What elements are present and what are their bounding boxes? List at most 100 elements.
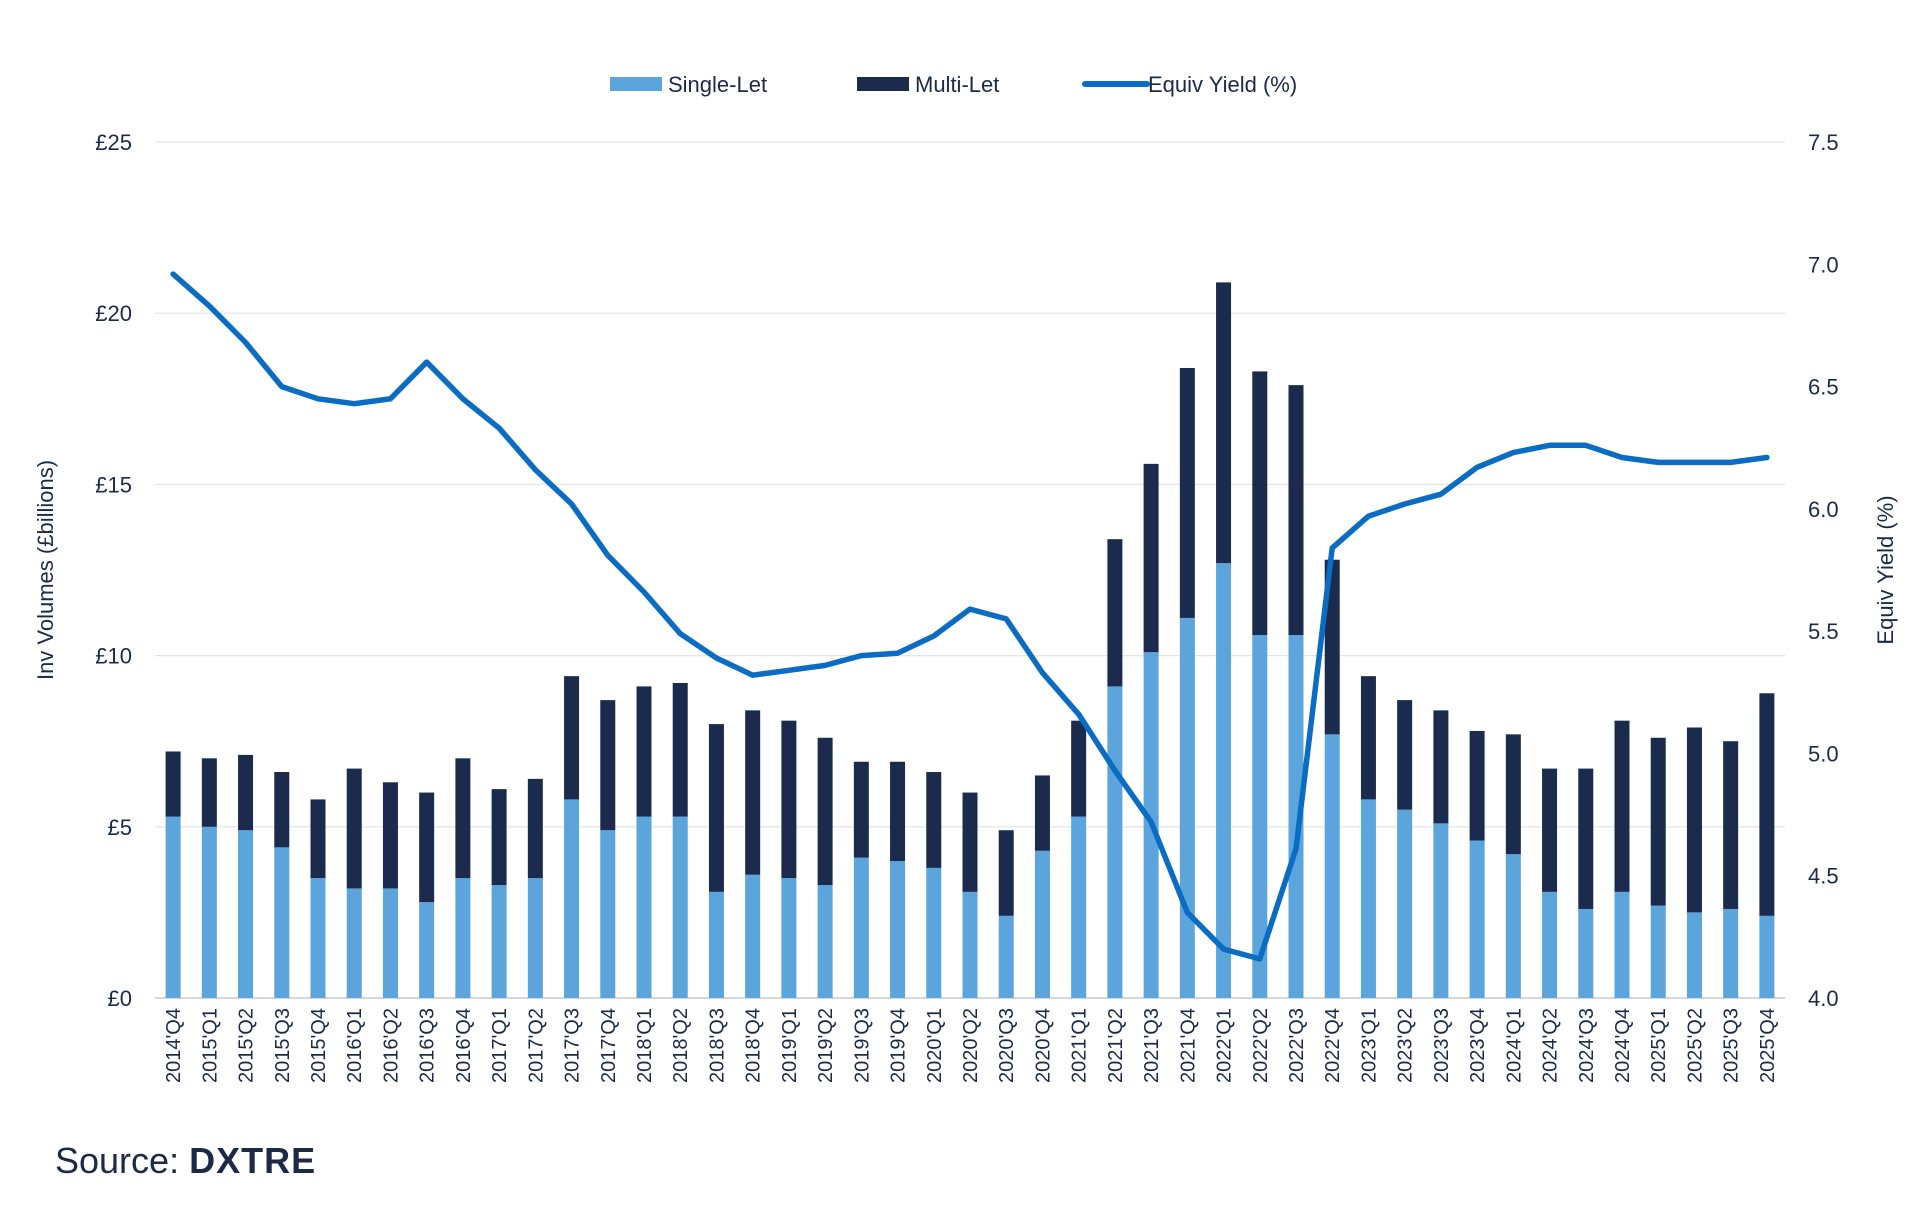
source-credit: Source: DXTRE [55, 1140, 316, 1182]
bar-multi-let [201, 758, 217, 827]
bar-single-let [998, 915, 1014, 998]
bar-single-let [1397, 809, 1413, 998]
legend-equiv-yield-label: Equiv Yield (%) [1148, 72, 1297, 97]
x-tick-label: 2021'Q4 [1177, 1008, 1199, 1083]
x-tick-label: 2025'Q4 [1757, 1008, 1779, 1083]
bar-multi-let [1433, 710, 1449, 824]
bar-multi-let [491, 789, 507, 886]
bar-multi-let [419, 792, 435, 903]
bar-single-let [165, 816, 181, 998]
y-right-tick-label: 4.0 [1808, 986, 1839, 1011]
series-line-equiv-yield [170, 271, 1770, 962]
x-tick-label: 2023'Q2 [1395, 1008, 1417, 1083]
y-tick-label: £20 [95, 301, 132, 326]
bar-multi-let [165, 751, 181, 817]
bar-single-let [745, 874, 761, 998]
bar-single-let [527, 878, 543, 998]
bar-multi-let [1324, 559, 1340, 735]
bar-multi-let [890, 761, 906, 862]
y-tick-label: £15 [95, 472, 132, 497]
bar-single-let [238, 830, 254, 998]
bar-single-let [1107, 686, 1123, 998]
y-tick-label: £0 [108, 986, 132, 1011]
x-tick-label: 2019'Q3 [851, 1008, 873, 1083]
bar-single-let [564, 799, 580, 998]
bar-multi-let [455, 758, 471, 879]
bar-multi-let [527, 778, 543, 879]
x-tick-label: 2017'Q1 [489, 1008, 511, 1083]
bar-multi-let [1759, 693, 1775, 916]
bar-multi-let [1723, 741, 1739, 909]
bar-single-let [382, 888, 398, 998]
bar-multi-let [1650, 737, 1666, 906]
bar-multi-let [564, 676, 580, 800]
x-tick-label: 2020'Q3 [996, 1008, 1018, 1083]
y-right-tick-label: 6.0 [1808, 497, 1839, 522]
x-tick-label: 2025'Q3 [1721, 1008, 1743, 1083]
bar-multi-let [310, 799, 326, 879]
bar-single-let [890, 861, 906, 998]
x-tick-label: 2021'Q1 [1069, 1008, 1091, 1083]
legend-multi-let-swatch [857, 77, 909, 91]
bar-single-let [1723, 908, 1739, 998]
x-tick-label: 2022'Q1 [1214, 1008, 1236, 1083]
x-tick-label: 2023'Q1 [1358, 1008, 1380, 1083]
bar-single-let [1469, 840, 1485, 998]
bar-single-let [1288, 635, 1304, 998]
bar-single-let [672, 816, 688, 998]
bar-single-let [455, 878, 471, 998]
bar-multi-let [274, 772, 290, 848]
bar-multi-let [1179, 367, 1195, 618]
x-tick-label: 2024'Q4 [1612, 1008, 1634, 1083]
x-tick-label: 2021'Q3 [1141, 1008, 1163, 1083]
bar-single-let [1324, 734, 1340, 998]
y-right-tick-label: 6.5 [1808, 375, 1839, 400]
bar-multi-let [1071, 720, 1087, 817]
y-tick-label: £10 [95, 644, 132, 669]
bar-single-let [1360, 799, 1376, 998]
bar-multi-let [1360, 676, 1376, 800]
bar-multi-let [636, 686, 652, 817]
bar-multi-let [1505, 734, 1521, 855]
bar-multi-let [708, 724, 724, 892]
x-tick-label: 2024'Q2 [1540, 1008, 1562, 1083]
bar-single-let [1542, 891, 1558, 998]
y-right-axis-title: Equiv Yield (%) [1873, 495, 1898, 644]
bar-multi-let [781, 720, 797, 879]
bar-multi-let [1143, 463, 1159, 653]
x-tick-label: 2016'Q1 [344, 1008, 366, 1083]
y-tick-label: £5 [108, 815, 132, 840]
bars [165, 282, 1775, 998]
bar-multi-let [817, 737, 833, 886]
x-tick-label: 2016'Q3 [417, 1008, 439, 1083]
x-tick-label: 2019'Q2 [815, 1008, 837, 1083]
x-tick-label: 2025'Q1 [1648, 1008, 1670, 1083]
bar-single-let [1216, 563, 1232, 998]
x-tick-label: 2021'Q2 [1105, 1008, 1127, 1083]
bar-single-let [310, 878, 326, 998]
bar-single-let [491, 885, 507, 998]
x-tick-label: 2022'Q2 [1250, 1008, 1272, 1083]
bar-single-let [600, 830, 616, 998]
bar-single-let [1578, 908, 1594, 998]
bar-multi-let [926, 772, 942, 868]
y-axis-title: Inv Volumes (£billions) [33, 460, 58, 680]
x-tick-label: 2024'Q1 [1503, 1008, 1525, 1083]
bar-multi-let [238, 754, 254, 831]
bar-multi-let [600, 700, 616, 831]
bar-multi-let [745, 710, 761, 875]
bar-multi-let [1578, 768, 1594, 909]
legend-multi-let-label: Multi-Let [915, 72, 999, 97]
x-tick-label: 2018'Q4 [743, 1008, 765, 1083]
bar-single-let [346, 888, 362, 998]
bar-multi-let [998, 830, 1014, 916]
bar-multi-let [1614, 720, 1630, 892]
bar-single-let [781, 878, 797, 998]
x-tick-label: 2017'Q2 [525, 1008, 547, 1083]
bar-multi-let [1288, 385, 1304, 636]
bar-single-let [1071, 816, 1087, 998]
bar-multi-let [962, 792, 978, 892]
bar-single-let [1650, 905, 1666, 998]
x-tick-label: 2020'Q4 [1032, 1008, 1054, 1083]
